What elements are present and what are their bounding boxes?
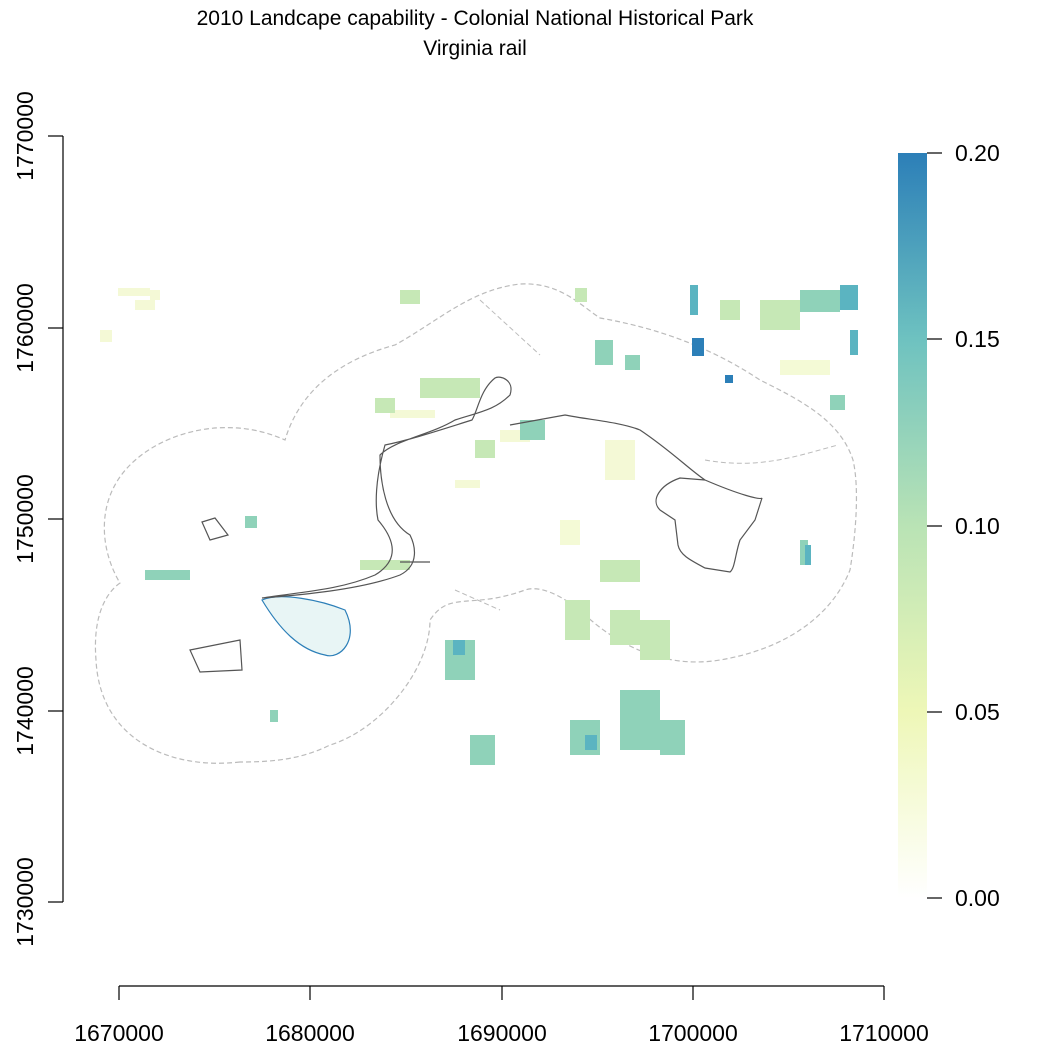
buffer-inner-lines: [454, 299, 839, 611]
map-subtitle: Virginia rail: [423, 37, 527, 60]
capability-patches: [100, 285, 858, 765]
y-tick-label: 1760000: [12, 283, 38, 373]
legend-color-bar: [898, 153, 927, 898]
legend-label: 0.10: [955, 513, 1000, 539]
y-tick-label: 1740000: [12, 666, 38, 756]
legend-label: 0.20: [955, 140, 1000, 166]
legend-ticks: [927, 152, 942, 899]
x-tick-label: 1700000: [648, 1020, 738, 1046]
x-tick-label: 1680000: [265, 1020, 355, 1046]
x-tick-label: 1670000: [74, 1020, 164, 1046]
map-title: 2010 Landcape capability - Colonial Nati…: [196, 7, 754, 30]
legend-label: 0.05: [955, 699, 1000, 725]
y-tick-label: 1770000: [12, 91, 38, 181]
x-axis: [118, 985, 885, 1000]
y-tick-label: 1750000: [12, 474, 38, 564]
x-tick-label: 1690000: [457, 1020, 547, 1046]
buffer-outline: [94, 283, 858, 764]
x-tick-label: 1710000: [839, 1020, 929, 1046]
legend-label: 0.00: [955, 885, 1000, 911]
y-axis: [48, 135, 64, 903]
legend-label: 0.15: [955, 326, 1000, 352]
park-boundary: [189, 376, 763, 673]
y-tick-label: 1730000: [12, 857, 38, 947]
